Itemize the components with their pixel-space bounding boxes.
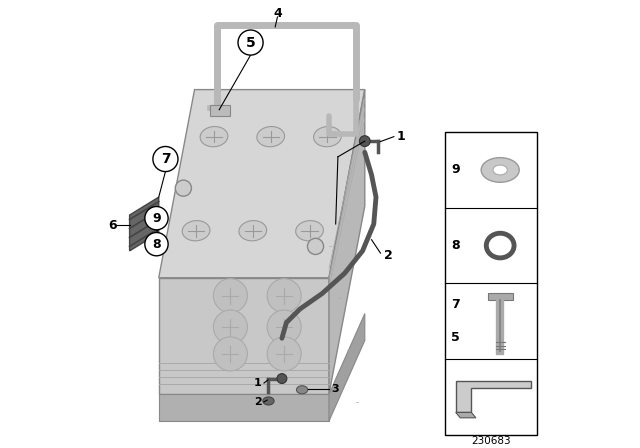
Polygon shape: [159, 278, 329, 394]
Circle shape: [267, 279, 301, 313]
Circle shape: [267, 337, 301, 371]
Ellipse shape: [481, 158, 519, 182]
Polygon shape: [329, 314, 365, 421]
Ellipse shape: [296, 220, 323, 241]
Polygon shape: [130, 197, 159, 251]
Circle shape: [213, 310, 248, 344]
Polygon shape: [329, 90, 365, 394]
Text: 2: 2: [383, 249, 392, 262]
Circle shape: [277, 374, 287, 383]
Circle shape: [267, 310, 301, 344]
Circle shape: [213, 337, 248, 371]
Polygon shape: [488, 293, 513, 300]
Ellipse shape: [493, 165, 508, 175]
Circle shape: [238, 30, 263, 55]
Text: 4: 4: [273, 7, 282, 20]
Ellipse shape: [257, 126, 285, 147]
Circle shape: [307, 238, 324, 254]
Circle shape: [360, 136, 370, 146]
Text: 7: 7: [161, 152, 170, 166]
Ellipse shape: [200, 126, 228, 147]
Text: 8: 8: [152, 237, 161, 251]
Ellipse shape: [263, 397, 274, 405]
Text: 1: 1: [397, 130, 406, 143]
Text: 8: 8: [451, 239, 460, 252]
Circle shape: [145, 207, 168, 230]
Text: 9: 9: [451, 164, 460, 177]
Circle shape: [153, 146, 178, 172]
Text: 7: 7: [451, 298, 460, 311]
Polygon shape: [456, 381, 531, 413]
Polygon shape: [210, 105, 230, 116]
Ellipse shape: [314, 126, 341, 147]
Polygon shape: [159, 394, 329, 421]
Circle shape: [145, 233, 168, 256]
Ellipse shape: [182, 220, 210, 241]
Text: 5: 5: [246, 35, 255, 50]
Text: 3: 3: [332, 384, 339, 394]
Text: 1: 1: [254, 378, 262, 388]
Polygon shape: [445, 132, 538, 435]
Text: 6: 6: [108, 219, 117, 232]
Circle shape: [175, 180, 191, 196]
Circle shape: [213, 279, 248, 313]
Polygon shape: [159, 90, 365, 278]
Text: 230683: 230683: [471, 436, 511, 446]
Ellipse shape: [486, 233, 514, 258]
Text: 2: 2: [254, 397, 262, 407]
Text: 5: 5: [451, 331, 460, 345]
Text: 9: 9: [152, 211, 161, 225]
Ellipse shape: [239, 220, 267, 241]
Ellipse shape: [296, 386, 308, 394]
Polygon shape: [456, 413, 476, 418]
